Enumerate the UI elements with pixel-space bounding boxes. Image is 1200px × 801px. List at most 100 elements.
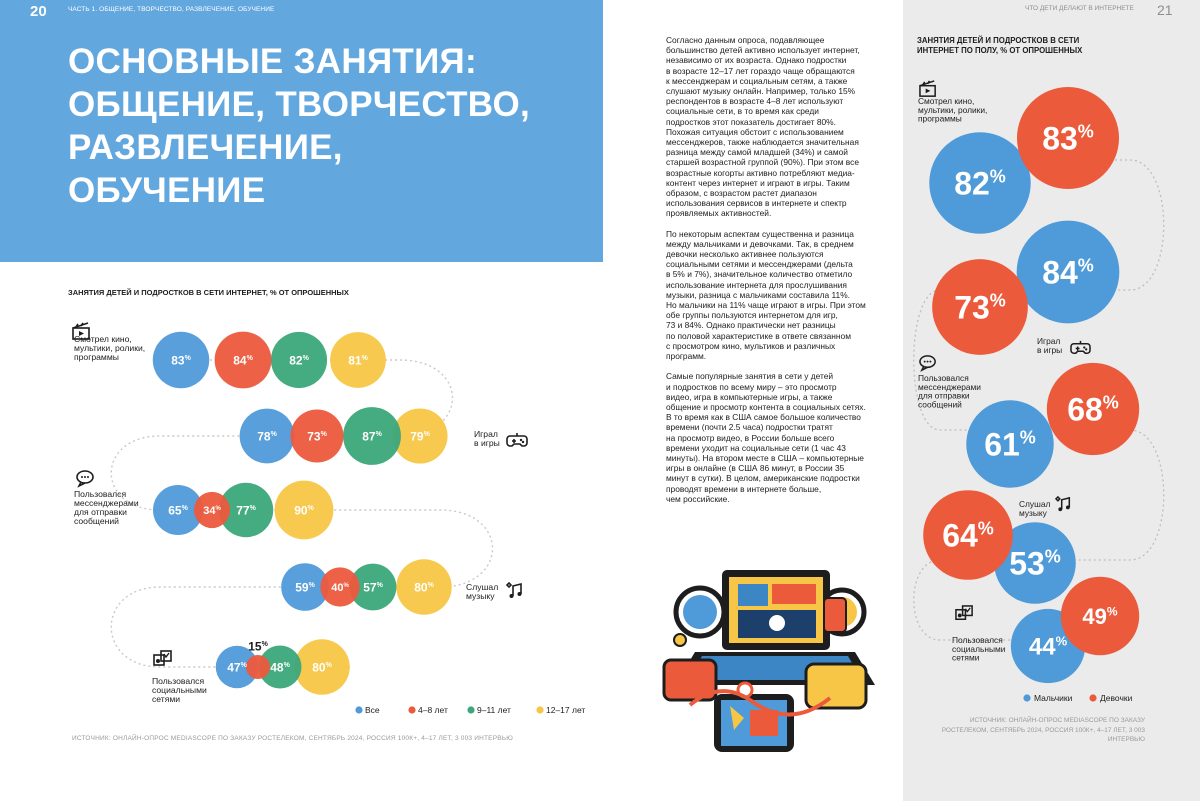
icon-part — [512, 433, 518, 443]
bubble-9–11 лет — [343, 407, 401, 465]
label-line: мультики, ролики, — [918, 105, 987, 115]
value-label: 44% — [1029, 634, 1068, 661]
label-line: в игры — [474, 438, 500, 448]
text-line: проводят времени в интернете больше, — [666, 483, 822, 494]
bubble-Все — [153, 485, 203, 535]
icon-part — [1058, 507, 1063, 512]
activity-label: Пользовался социальными сетями — [152, 676, 207, 704]
gamepad-icon — [506, 433, 528, 447]
legend-label: Все — [365, 705, 380, 715]
icon-part — [925, 88, 931, 94]
text-line: музыки, разница с мальчиками составила 1… — [666, 289, 850, 300]
activity-label: Слушал музыку — [466, 582, 498, 601]
bubble-boys — [929, 132, 1031, 234]
text-line: В то время как в США самое большое колич… — [666, 412, 861, 423]
value-label: 53% — [1009, 546, 1061, 582]
value-label: 82% — [289, 353, 309, 367]
legend-swatch — [536, 706, 544, 714]
text-line: чем российские. — [666, 493, 730, 504]
bubble-9–11 лет — [218, 482, 274, 538]
icon-part — [1070, 342, 1091, 354]
running-head-left: ЧАСТЬ 1. ОБЩЕНИЕ, ТВОРЧЕСТВО, РАЗВЛЕЧЕНИ… — [68, 6, 275, 13]
text-line: на просмотр видео, в России больше всего — [666, 432, 835, 443]
legend-label: 12–17 лет — [546, 705, 585, 715]
page-number-right: 21 — [1157, 2, 1173, 18]
text-line: возрастные когорты активно потребляют ме… — [666, 167, 855, 178]
source-note-right: ИСТОЧНИК: ОНЛАЙН-ОПРОС MEDIASCOPE ПО ЗАК… — [941, 717, 1145, 743]
icon-part — [156, 659, 160, 663]
legend-swatch — [1089, 694, 1097, 702]
activity-row: 81% 82% 83% 84% Смотрел кино, мультики, ролик… — [72, 322, 386, 389]
label-line: сетями — [152, 694, 180, 704]
bubble-girls — [932, 259, 1028, 355]
paragraph: Согласно данным опроса, подавляющее больш… — [666, 35, 886, 219]
icon-part — [87, 476, 89, 478]
text-line: 73 и 84%. Однако практически нет разницы — [666, 320, 836, 331]
value-label: 84% — [233, 353, 253, 367]
label-line: мессенджерами — [74, 498, 139, 508]
bubble-9–11 лет — [258, 645, 302, 689]
icon-part — [77, 481, 86, 488]
music-notes-icon — [505, 581, 522, 598]
value-label: 57% — [363, 580, 383, 594]
chat-bubbles-icon — [919, 355, 936, 372]
icon-part — [519, 438, 523, 442]
value-label: 73% — [307, 429, 327, 443]
label-line: Пользовался — [74, 489, 126, 499]
value-label: 79% — [410, 429, 430, 443]
text-line: и подростков по всему миру – это просмот… — [666, 381, 837, 392]
value-label: 68% — [1067, 392, 1119, 428]
icon-part — [955, 608, 967, 621]
icon-part — [919, 80, 935, 87]
label-line: сообщений — [74, 516, 119, 526]
label-line: Играл — [474, 429, 498, 439]
icon-part — [926, 360, 929, 363]
chat-bubbles-icon — [76, 470, 94, 488]
text-line: старшей возрастной группой (90%). При эт… — [666, 157, 859, 168]
text-line: времени (почти 2.5 часа) подростки тратя… — [666, 422, 833, 433]
icon-part — [81, 476, 83, 478]
bubble-girls — [1060, 576, 1140, 656]
legend: Мальчики Девочки — [1023, 693, 1133, 703]
activity-label: Играл в игры — [474, 429, 500, 448]
activity-label: Пользовался мессенджерами для отправки сооб… — [74, 489, 139, 526]
label-line: социальными — [952, 644, 1006, 654]
bubble-Все — [215, 645, 259, 689]
legend: Все 4–8 лет 9–11 лет 12–17 лет — [355, 705, 585, 715]
bubble-girls — [1016, 86, 1120, 190]
age-bubble-chart: 81% 82% 83% 84% Смотрел кино, мультики, ролик… — [72, 322, 585, 715]
icon-part — [521, 440, 525, 444]
title-line: РАЗВЛЕЧЕНИЕ, — [68, 128, 343, 167]
social-network-icon — [153, 650, 172, 666]
value-label: 90% — [294, 503, 314, 517]
icon-part — [1083, 346, 1086, 349]
label-line: для отправки — [74, 507, 127, 517]
text-line: проявляемых активностей. — [666, 208, 772, 219]
text-line: минут в сутки). В целом, американские по… — [666, 473, 860, 484]
label-line: Пользовался — [952, 635, 1003, 645]
activity-label: Слушал музыку — [1019, 499, 1050, 518]
value-label: 83% — [171, 353, 191, 367]
bubble-Все — [281, 563, 329, 611]
bubble-4–8 лет — [290, 409, 344, 463]
text-line: программ. — [666, 351, 707, 362]
text-line: игры в онлайне (в США 86 минут, в России… — [666, 463, 845, 474]
icon-part — [920, 366, 928, 372]
text-line: видео, игра в компьютерные игры, а также — [666, 391, 833, 402]
icon-part — [153, 654, 165, 666]
bubble-boys — [994, 522, 1076, 604]
value-label: 47% — [227, 660, 247, 674]
label-line: музыку — [1019, 508, 1048, 518]
activity-label: Играл в игры — [1037, 336, 1062, 355]
label-line: для отправки — [918, 391, 970, 401]
bubble-4–8 лет — [245, 654, 271, 680]
bubble-4–8 лет — [193, 491, 231, 529]
icon-part — [84, 476, 86, 478]
text-line: к мессенджерам и социальным сетям, а так… — [666, 75, 848, 86]
icon-part — [506, 435, 528, 447]
bubble-12–17 лет — [392, 408, 448, 464]
label-line: в игры — [1037, 345, 1062, 355]
value-label: 34% — [203, 505, 221, 517]
bubble-12–17 лет — [396, 559, 452, 615]
